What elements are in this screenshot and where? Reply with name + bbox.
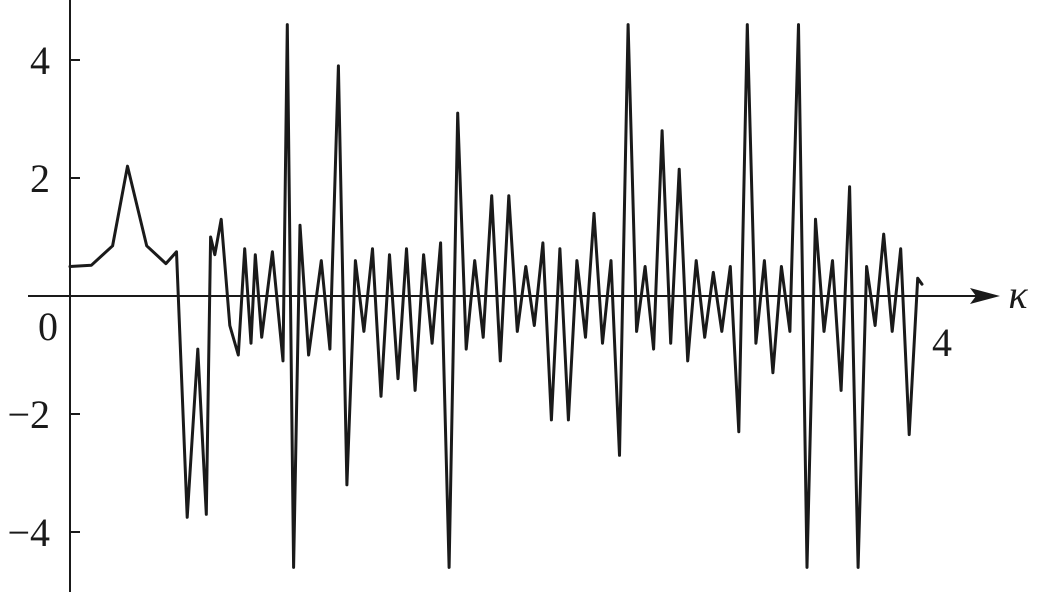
series-line: [68, 23, 924, 569]
y-tick-label: −2: [7, 392, 50, 437]
x-tick-group: 4: [932, 320, 952, 365]
x-axis-arrowhead: [970, 288, 1000, 304]
y-tick-group: 4 2 −2 −4: [7, 38, 80, 555]
y-tick-label: −4: [7, 510, 50, 555]
x-axis-label: κ: [1008, 272, 1028, 317]
origin-label: 0: [38, 304, 58, 349]
x-tick-label: 4: [932, 320, 952, 365]
series-group: [68, 23, 924, 569]
y-tick-label: 4: [30, 38, 50, 83]
y-tick-label: 2: [30, 156, 50, 201]
